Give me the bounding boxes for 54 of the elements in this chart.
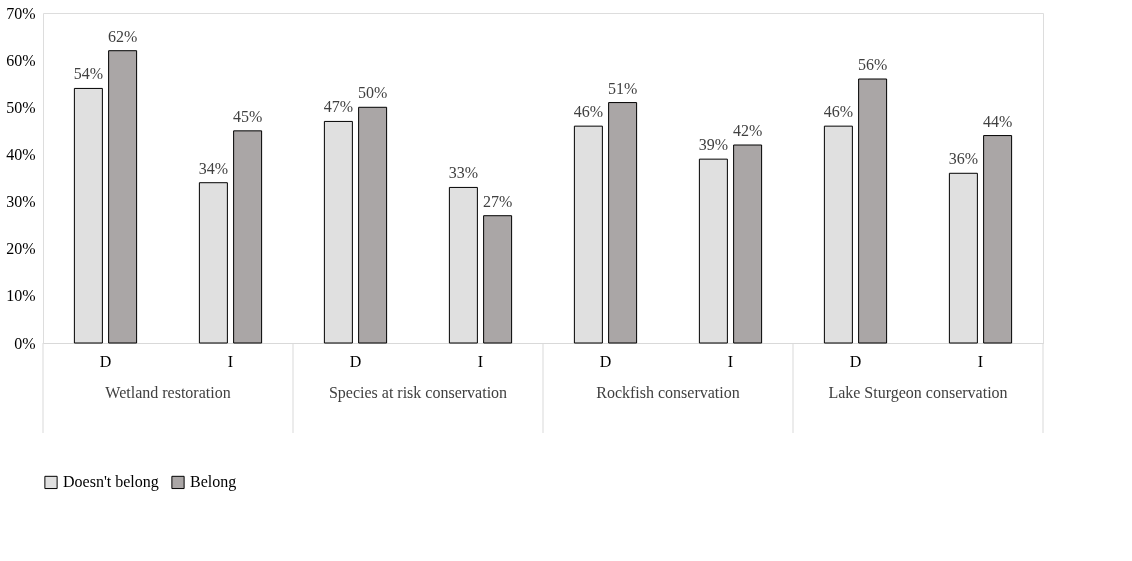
bar (233, 130, 263, 344)
x-tick-label: I (727, 352, 734, 370)
text: Lake Sturgeon conservation (828, 384, 1008, 402)
x-tick-label: D (849, 352, 862, 370)
bar (198, 182, 228, 344)
bar (573, 125, 603, 344)
data-label: 36% (948, 150, 979, 168)
legend-label: Doesn't belong (63, 473, 159, 492)
bar (983, 135, 1013, 344)
bar (858, 78, 888, 344)
bar (698, 158, 728, 344)
text: Species at risk conservation (328, 384, 508, 402)
text: Rockfish conservation (596, 384, 740, 401)
bar (358, 106, 388, 344)
y-tick-label: 20% (6, 240, 36, 258)
data-label: 54% (73, 65, 104, 83)
x-tick-label: D (99, 352, 112, 370)
bar (108, 50, 138, 344)
y-tick-label: 0% (14, 334, 36, 352)
data-label: 51% (607, 79, 638, 97)
bar (448, 186, 478, 344)
data-label: 34% (198, 159, 229, 177)
data-label: 39% (698, 136, 729, 154)
y-tick-label: 60% (6, 51, 36, 69)
legend-label: Belong (190, 473, 237, 492)
x-tick-label: D (599, 352, 612, 370)
data-label: 42% (732, 122, 763, 139)
data-label: 50% (357, 84, 388, 102)
x-tick-label: I (227, 352, 234, 370)
text: Wetland restoration (105, 384, 231, 401)
y-tick-label: 70% (6, 4, 36, 22)
data-label: 46% (823, 103, 854, 121)
data-label: 56% (857, 56, 888, 73)
y-tick-label: 40% (6, 145, 36, 163)
data-label: 27% (482, 192, 513, 210)
x-tick-label: I (477, 352, 484, 370)
bar (483, 215, 513, 344)
y-tick-label: 50% (6, 98, 36, 116)
data-label: 44% (982, 112, 1013, 130)
bar (608, 102, 638, 344)
bar (733, 144, 763, 344)
x-tick-label: D (349, 352, 362, 370)
bar (948, 172, 978, 344)
data-label: 33% (448, 164, 479, 182)
x-tick-label: I (977, 352, 984, 370)
data-label: 45% (232, 107, 263, 125)
y-tick-label: 30% (6, 193, 36, 211)
data-label: 62% (107, 27, 138, 45)
data-label: 46% (573, 103, 604, 121)
bar (73, 87, 103, 344)
data-label: 47% (323, 98, 354, 116)
bar (323, 120, 353, 344)
bar (823, 125, 853, 344)
y-tick-label: 10% (6, 287, 36, 305)
